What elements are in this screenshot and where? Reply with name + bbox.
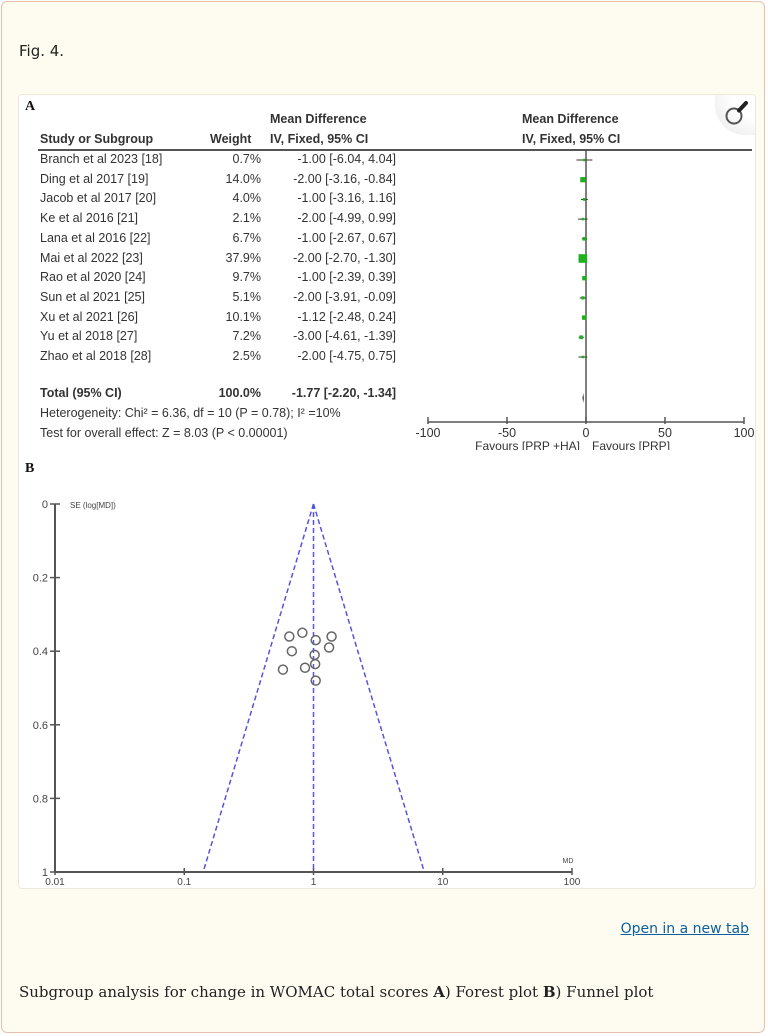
study-ci: -1.00 [-2.67, 0.67] <box>297 230 396 245</box>
study-weight: 6.7% <box>232 230 262 245</box>
svg-text:10: 10 <box>437 877 449 888</box>
study-name: Branch et al 2023 [18] <box>40 152 163 166</box>
heterogeneity-text: Heterogeneity: Chi² = 6.36, df = 10 (P =… <box>40 406 341 420</box>
study-name: Zhao et al 2018 [28] <box>40 349 152 363</box>
figure-caption: Subgroup analysis for change in WOMAC to… <box>19 983 653 1001</box>
overall-effect-text: Test for overall effect: Z = 8.03 (P < 0… <box>40 426 288 440</box>
caption-a-text: ) Forest plot <box>444 983 543 1001</box>
figure-label: Fig. 4. <box>19 42 65 60</box>
svg-text:MD: MD <box>563 858 574 865</box>
svg-text:Favours [PRP +HA]: Favours [PRP +HA] <box>475 439 580 450</box>
study-name: Jacob et al 2017 [20] <box>40 191 157 206</box>
study-ci: -2.00 [-4.75, 0.75] <box>297 349 396 363</box>
svg-text:Favours [PRP]: Favours [PRP] <box>592 439 670 450</box>
study-name: Mai et al 2022 [23] <box>40 250 143 265</box>
study-weight: 4.0% <box>232 191 262 206</box>
study-header: Study or Subgroup <box>40 132 154 146</box>
forest-plot: -100 -50 0 50 100 Favours [PRP +HA] Favours [P… <box>415 150 755 450</box>
svg-text:-50: -50 <box>498 426 516 440</box>
funnel-plot: 0 0.2 0.4 0.6 0.8 1 SE (log[MD]) 0.01 0.1 1 10 100 M… <box>33 499 581 888</box>
study-ci: -3.00 [-4.61, -1.39] <box>293 329 396 344</box>
svg-text:SE (log[MD]): SE (log[MD]) <box>70 501 116 510</box>
study-ci: -2.00 [-3.91, -0.09] <box>293 289 396 304</box>
study-name: Lana et al 2016 [22] <box>40 230 151 245</box>
svg-text:1: 1 <box>42 867 48 879</box>
study-ci: -2.00 [-4.99, 0.99] <box>297 211 396 226</box>
header-rule <box>38 149 752 151</box>
md-header-line1: Mean Difference <box>270 112 367 126</box>
plot-header-line2: IV, Fixed, 95% CI <box>522 132 621 146</box>
svg-text:-100: -100 <box>415 426 440 440</box>
study-ci: -1.00 [-3.16, 1.16] <box>297 191 396 206</box>
md-header-line2: IV, Fixed, 95% CI <box>270 132 369 146</box>
panel-a-letter: A <box>25 99 36 114</box>
caption-b-text: ) Funnel plot <box>555 983 654 1001</box>
svg-text:0.4: 0.4 <box>33 646 48 658</box>
open-in-new-tab-link[interactable]: Open in a new tab <box>620 921 749 937</box>
study-name: Rao et al 2020 [24] <box>40 270 146 285</box>
study-name: Yu et al 2018 [27] <box>40 329 138 344</box>
weight-header: Weight <box>210 132 252 146</box>
study-weight: 9.7% <box>232 270 262 285</box>
svg-text:1: 1 <box>311 877 317 888</box>
total-weight: 100.0% <box>218 386 261 400</box>
figure-image: A Mean Difference Study or Subgroup Weig… <box>18 94 756 889</box>
zoom-button[interactable] <box>715 95 755 135</box>
svg-text:0: 0 <box>42 499 48 511</box>
svg-text:100: 100 <box>564 877 581 888</box>
study-weight: 14.0% <box>225 171 261 186</box>
study-ci: -1.12 [-2.48, 0.24] <box>297 309 396 324</box>
caption-b: B <box>542 983 556 1001</box>
study-name: Xu et al 2021 [26] <box>40 309 138 324</box>
total-label: Total (95% CI) <box>40 386 122 400</box>
study-name: Ding et al 2017 [19] <box>40 171 149 186</box>
study-name: Ke et al 2016 [21] <box>40 211 138 226</box>
study-weight: 7.2% <box>232 329 262 344</box>
caption-text: Subgroup analysis for change in WOMAC to… <box>19 983 434 1001</box>
magnifier-icon <box>725 101 748 125</box>
svg-text:0.1: 0.1 <box>177 877 191 888</box>
study-weight: 0.7% <box>232 152 262 166</box>
svg-text:0.2: 0.2 <box>33 573 48 585</box>
caption-a: A <box>433 983 445 1001</box>
study-weight: 5.1% <box>232 289 262 304</box>
svg-text:0.6: 0.6 <box>33 720 48 732</box>
svg-text:50: 50 <box>658 426 672 440</box>
study-ci: -2.00 [-3.16, -0.84] <box>293 171 396 186</box>
plot-header-line1: Mean Difference <box>522 112 619 126</box>
study-weight: 37.9% <box>225 250 261 265</box>
study-weight: 2.5% <box>232 349 262 363</box>
svg-text:0.01: 0.01 <box>45 877 65 888</box>
study-ci: -1.00 [-6.04, 4.04] <box>297 152 396 166</box>
study-ci: -2.00 [-2.70, -1.30] <box>293 250 396 265</box>
study-ci: -1.00 [-2.39, 0.39] <box>297 270 396 285</box>
svg-text:100: 100 <box>734 426 755 440</box>
total-ci: -1.77 [-2.20, -1.34] <box>291 386 396 400</box>
panel-b-letter: B <box>25 461 35 476</box>
svg-text:0.8: 0.8 <box>33 793 48 805</box>
study-weight: 2.1% <box>232 211 262 226</box>
svg-text:0: 0 <box>583 426 590 440</box>
study-name: Sun et al 2021 [25] <box>40 289 145 304</box>
study-weight: 10.1% <box>225 309 261 324</box>
